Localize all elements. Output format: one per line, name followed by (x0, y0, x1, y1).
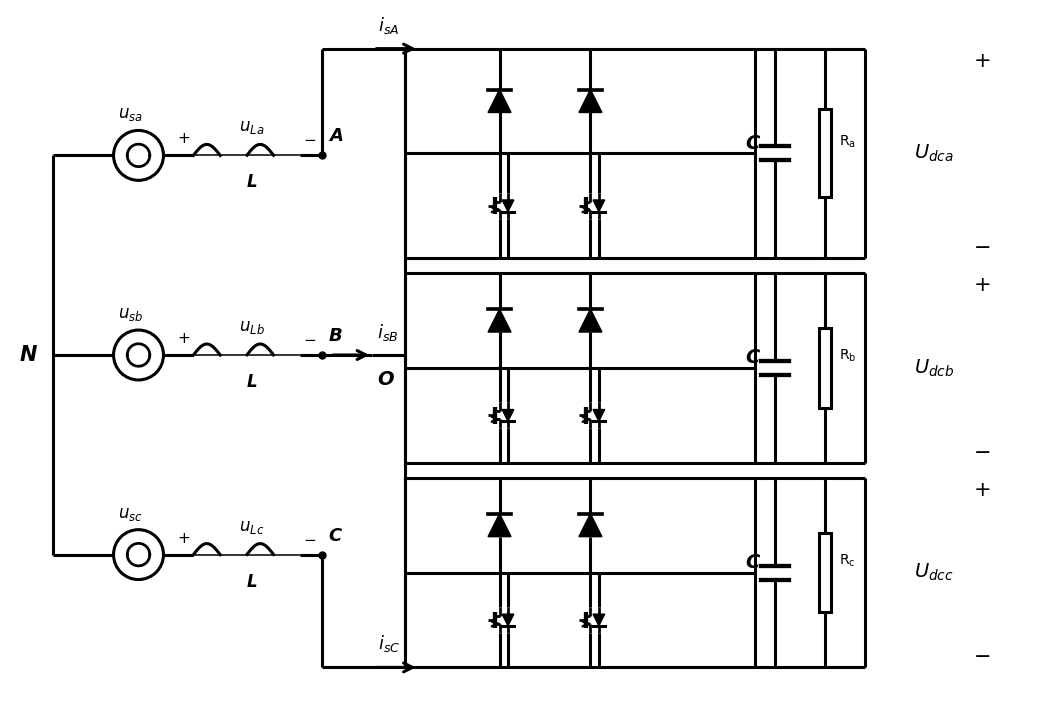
Text: $\boldsymbol{A}$: $\boldsymbol{A}$ (328, 127, 344, 146)
Text: $\boldsymbol{C}$: $\boldsymbol{C}$ (745, 134, 761, 153)
Text: $\boldsymbol{B}$: $\boldsymbol{B}$ (328, 327, 343, 345)
Text: $\boldsymbol{N}$: $\boldsymbol{N}$ (19, 345, 37, 365)
Text: $\boldsymbol{u_{sb}}$: $\boldsymbol{u_{sb}}$ (118, 305, 143, 323)
Text: $-$: $-$ (302, 331, 316, 346)
Text: $\boldsymbol{C}$: $\boldsymbol{C}$ (745, 553, 761, 572)
Polygon shape (488, 309, 511, 332)
Text: $\boldsymbol{U_{dca}}$: $\boldsymbol{U_{dca}}$ (915, 143, 955, 164)
Text: $\boldsymbol{L}$: $\boldsymbol{L}$ (246, 373, 258, 391)
Polygon shape (502, 200, 514, 212)
Polygon shape (593, 410, 605, 421)
Text: $\boldsymbol{u_{Lc}}$: $\boldsymbol{u_{Lc}}$ (239, 518, 264, 535)
Text: $\boldsymbol{u_{sc}}$: $\boldsymbol{u_{sc}}$ (118, 505, 143, 523)
Polygon shape (502, 614, 514, 626)
Text: $\mathrm{R_a}$: $\mathrm{R_a}$ (838, 133, 855, 150)
Text: $\boldsymbol{L}$: $\boldsymbol{L}$ (246, 572, 258, 591)
Text: $-$: $-$ (302, 131, 316, 146)
Text: $+$: $+$ (973, 50, 990, 70)
Bar (819, 328, 831, 408)
Text: $\boldsymbol{U_{dcc}}$: $\boldsymbol{U_{dcc}}$ (915, 562, 954, 583)
Text: $\boldsymbol{u_{sa}}$: $\boldsymbol{u_{sa}}$ (118, 106, 143, 124)
Text: $\boldsymbol{U_{dcb}}$: $\boldsymbol{U_{dcb}}$ (915, 357, 955, 378)
Text: $+$: $+$ (973, 275, 990, 295)
Text: $\boldsymbol{L}$: $\boldsymbol{L}$ (246, 173, 258, 192)
Text: $\boldsymbol{i_{sB}}$: $\boldsymbol{i_{sB}}$ (378, 322, 399, 343)
Text: $\boldsymbol{O}$: $\boldsymbol{O}$ (378, 370, 395, 389)
Text: $-$: $-$ (973, 441, 990, 461)
Bar (819, 532, 831, 613)
Text: $+$: $+$ (973, 480, 990, 500)
Text: $\mathrm{R_b}$: $\mathrm{R_b}$ (838, 348, 856, 364)
Text: $\boldsymbol{u_{La}}$: $\boldsymbol{u_{La}}$ (239, 119, 264, 136)
Text: $\boldsymbol{C}$: $\boldsymbol{C}$ (745, 349, 761, 368)
Polygon shape (593, 200, 605, 212)
Text: $+$: $+$ (177, 131, 190, 146)
Text: $\mathrm{R_c}$: $\mathrm{R_c}$ (838, 552, 855, 569)
Text: $-$: $-$ (302, 530, 316, 545)
Text: $\boldsymbol{u_{Lb}}$: $\boldsymbol{u_{Lb}}$ (239, 318, 265, 336)
Text: $\boldsymbol{i_{sA}}$: $\boldsymbol{i_{sA}}$ (378, 15, 399, 36)
Bar (405, 478, 754, 667)
Text: $+$: $+$ (177, 331, 190, 346)
Polygon shape (579, 309, 602, 332)
Bar (405, 273, 754, 463)
Text: $-$: $-$ (973, 236, 990, 256)
Polygon shape (502, 410, 514, 421)
Polygon shape (579, 514, 602, 537)
Text: $\boldsymbol{C}$: $\boldsymbol{C}$ (328, 527, 344, 545)
Polygon shape (488, 89, 511, 112)
Polygon shape (579, 89, 602, 112)
Bar (405, 48, 754, 258)
Text: $-$: $-$ (973, 645, 990, 665)
Polygon shape (593, 614, 605, 626)
Text: $\boldsymbol{i_{sC}}$: $\boldsymbol{i_{sC}}$ (378, 633, 400, 655)
Polygon shape (488, 514, 511, 537)
Bar (819, 109, 831, 197)
Text: $+$: $+$ (177, 530, 190, 545)
